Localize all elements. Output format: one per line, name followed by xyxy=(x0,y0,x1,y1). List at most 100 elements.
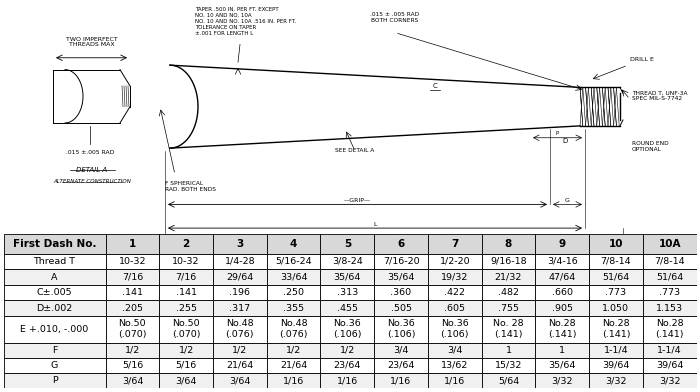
Bar xyxy=(4,316,106,343)
Bar xyxy=(428,373,482,388)
Bar xyxy=(482,358,536,373)
Text: .773: .773 xyxy=(606,289,626,298)
Text: 10: 10 xyxy=(609,239,623,249)
Text: 1/2-20: 1/2-20 xyxy=(440,257,470,266)
Bar xyxy=(589,285,643,301)
Bar xyxy=(482,269,536,285)
Text: .505: .505 xyxy=(391,303,412,312)
Text: 29/64: 29/64 xyxy=(226,272,253,281)
Text: 5/16: 5/16 xyxy=(122,361,143,370)
Bar xyxy=(321,343,374,358)
Bar xyxy=(643,269,696,285)
Bar xyxy=(428,254,482,269)
Text: 51/64: 51/64 xyxy=(602,272,629,281)
Bar xyxy=(4,285,106,301)
Text: DETAIL A: DETAIL A xyxy=(76,167,108,173)
Bar xyxy=(589,234,643,254)
Bar xyxy=(321,358,374,373)
Text: 1/4-28: 1/4-28 xyxy=(225,257,256,266)
Bar xyxy=(4,301,106,316)
Text: 1: 1 xyxy=(129,239,136,249)
Text: 15/32: 15/32 xyxy=(495,361,522,370)
Text: 3/8-24: 3/8-24 xyxy=(332,257,363,266)
Text: ALTERNATE CONSTRUCTION: ALTERNATE CONSTRUCTION xyxy=(53,179,131,184)
Text: 10-32: 10-32 xyxy=(172,257,200,266)
Text: 1/16: 1/16 xyxy=(283,376,304,385)
Bar xyxy=(321,316,374,343)
Bar xyxy=(428,358,482,373)
Bar xyxy=(482,254,536,269)
Text: 9/16-18: 9/16-18 xyxy=(490,257,527,266)
Text: No.50
(.070): No.50 (.070) xyxy=(118,319,147,339)
Text: No.48
(.076): No.48 (.076) xyxy=(279,319,308,339)
Text: 3/32: 3/32 xyxy=(659,376,680,385)
Bar xyxy=(374,316,428,343)
Bar xyxy=(160,301,213,316)
Bar xyxy=(589,316,643,343)
Text: .141: .141 xyxy=(122,289,143,298)
Bar xyxy=(321,285,374,301)
Text: 3/4: 3/4 xyxy=(447,346,463,355)
Bar xyxy=(4,269,106,285)
Text: 3/32: 3/32 xyxy=(552,376,573,385)
Bar xyxy=(160,285,213,301)
Bar xyxy=(374,269,428,285)
Text: E +.010, -.000: E +.010, -.000 xyxy=(20,325,89,334)
Bar xyxy=(482,373,536,388)
Bar xyxy=(106,301,160,316)
Text: 1/2: 1/2 xyxy=(286,346,301,355)
Text: 47/64: 47/64 xyxy=(549,272,576,281)
Text: 23/64: 23/64 xyxy=(387,361,414,370)
Text: No.28
(.141): No.28 (.141) xyxy=(655,319,684,339)
Text: 1: 1 xyxy=(505,346,512,355)
Bar xyxy=(213,373,267,388)
Bar xyxy=(643,343,696,358)
Text: 1/2: 1/2 xyxy=(340,346,355,355)
Text: 6: 6 xyxy=(398,239,405,249)
Bar xyxy=(643,234,696,254)
Bar xyxy=(374,301,428,316)
Text: 35/64: 35/64 xyxy=(549,361,576,370)
Text: 39/64: 39/64 xyxy=(656,361,683,370)
Bar xyxy=(482,285,536,301)
Bar xyxy=(536,285,589,301)
Text: 7/16: 7/16 xyxy=(176,272,197,281)
Bar xyxy=(4,254,106,269)
Bar xyxy=(4,358,106,373)
Text: .905: .905 xyxy=(552,303,573,312)
Text: 7: 7 xyxy=(451,239,458,249)
Bar xyxy=(536,343,589,358)
Text: .141: .141 xyxy=(176,289,197,298)
Bar xyxy=(428,234,482,254)
Text: 3/4-16: 3/4-16 xyxy=(547,257,578,266)
Text: TWO IMPERFECT
THREADS MAX: TWO IMPERFECT THREADS MAX xyxy=(66,36,118,47)
Bar xyxy=(643,316,696,343)
Bar xyxy=(106,358,160,373)
Text: No. 28
(.141): No. 28 (.141) xyxy=(494,319,524,339)
Text: 3: 3 xyxy=(236,239,244,249)
Text: 5/64: 5/64 xyxy=(498,376,519,385)
Text: .482: .482 xyxy=(498,289,519,298)
Bar xyxy=(589,358,643,373)
Text: 3/64: 3/64 xyxy=(122,376,143,385)
Text: 7/8-14: 7/8-14 xyxy=(654,257,685,266)
Text: .255: .255 xyxy=(176,303,197,312)
Text: 5/16-24: 5/16-24 xyxy=(275,257,312,266)
Bar xyxy=(106,285,160,301)
Bar xyxy=(106,316,160,343)
Text: G: G xyxy=(51,361,58,370)
Bar xyxy=(428,343,482,358)
Text: DRILL E: DRILL E xyxy=(630,57,654,62)
Bar xyxy=(536,358,589,373)
Bar xyxy=(589,269,643,285)
Bar xyxy=(321,269,374,285)
Text: 51/64: 51/64 xyxy=(656,272,683,281)
Text: 9: 9 xyxy=(559,239,566,249)
Text: 8: 8 xyxy=(505,239,512,249)
Text: .773: .773 xyxy=(659,289,680,298)
Bar xyxy=(213,343,267,358)
Bar xyxy=(160,269,213,285)
Bar xyxy=(160,234,213,254)
Text: 10A: 10A xyxy=(659,239,681,249)
Bar xyxy=(536,269,589,285)
